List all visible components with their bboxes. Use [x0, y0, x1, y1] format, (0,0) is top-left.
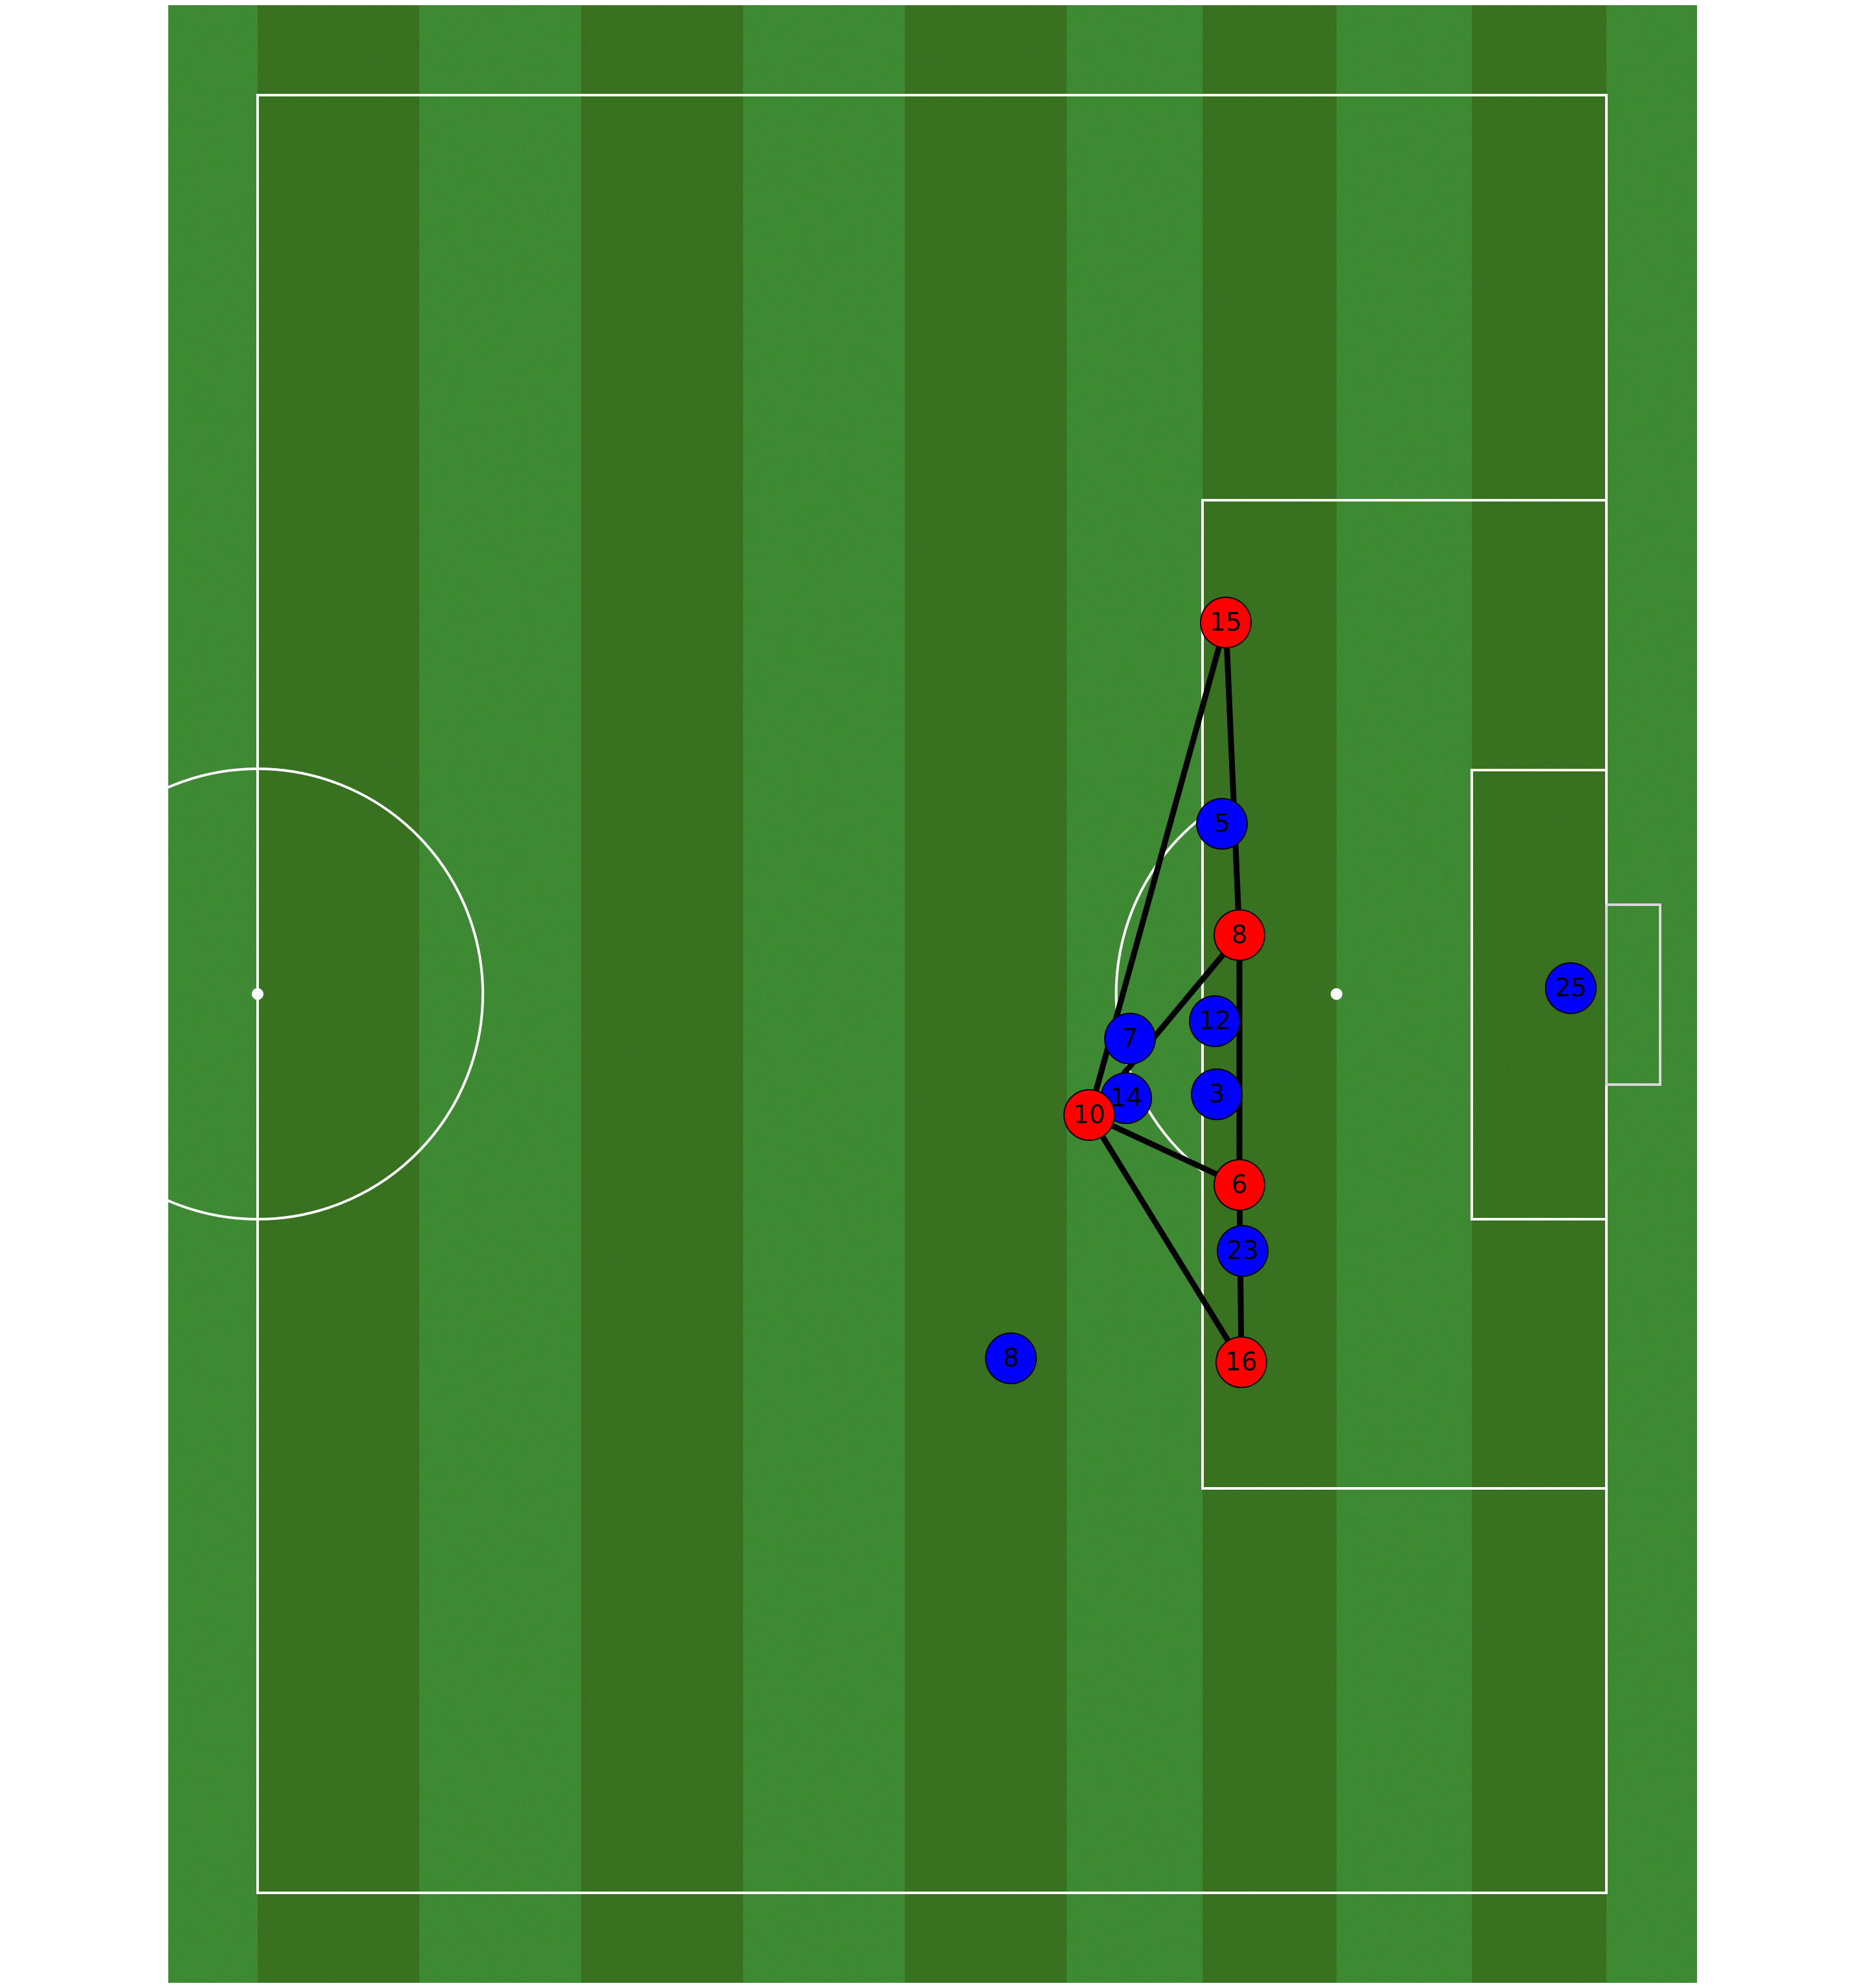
centre-circle	[31, 768, 484, 1220]
defending-player-8: 8	[985, 1332, 1037, 1384]
attacking-team: 15 8 10 6 16	[1063, 597, 1267, 1388]
player-number: 14	[1110, 1084, 1142, 1113]
pitch-surface	[168, 5, 1697, 1983]
player-number: 25	[1555, 974, 1587, 1003]
defending-player-5: 5	[1196, 798, 1248, 850]
player-marker	[1104, 1013, 1156, 1065]
pass-line	[1086, 1112, 1245, 1365]
player-number: 10	[1073, 1101, 1105, 1130]
attacking-player-8: 8	[1214, 909, 1265, 961]
defending-player-23: 23	[1217, 1225, 1269, 1277]
penalty-spot	[1331, 988, 1342, 1000]
player-number: 15	[1210, 608, 1242, 637]
player-marker	[1063, 1089, 1115, 1141]
player-number: 23	[1226, 1237, 1259, 1266]
defending-player-12: 12	[1189, 995, 1241, 1047]
attacking-player-6: 6	[1214, 1159, 1265, 1211]
player-marker	[1545, 962, 1597, 1014]
defending-player-7: 7	[1104, 1013, 1156, 1065]
pass-network	[1086, 619, 1245, 1365]
player-marker	[1196, 798, 1248, 850]
centre-spot	[252, 988, 263, 1000]
player-marker	[1189, 995, 1241, 1047]
player-number: 6	[1232, 1171, 1248, 1200]
player-number: 12	[1199, 1007, 1231, 1036]
pass-line	[1086, 1112, 1243, 1188]
defending-player-25: 25	[1545, 962, 1597, 1014]
player-number: 8	[1232, 921, 1248, 950]
player-marker	[1217, 1225, 1269, 1277]
player-marker	[1214, 909, 1265, 961]
defending-player-3: 3	[1191, 1068, 1243, 1120]
pass-line	[1223, 619, 1243, 938]
player-marker	[1200, 597, 1252, 648]
player-number: 16	[1225, 1348, 1258, 1377]
player-number: 5	[1214, 810, 1230, 839]
player-marker	[1215, 1336, 1267, 1388]
attacking-player-10: 10	[1063, 1089, 1115, 1141]
goal	[1605, 903, 1661, 1086]
player-number: 3	[1209, 1080, 1225, 1109]
player-number: 8	[1003, 1344, 1019, 1373]
pitch-markings	[31, 94, 1661, 1894]
grass-texture	[168, 5, 1697, 1983]
player-number: 7	[1122, 1024, 1138, 1054]
player-marker	[985, 1332, 1037, 1384]
player-marker	[1191, 1068, 1243, 1120]
attacking-player-16: 16	[1215, 1336, 1267, 1388]
player-marker	[1214, 1159, 1265, 1211]
attacking-player-15: 15	[1200, 597, 1252, 648]
defending-team: 5 12 7 14 3 23 8 25	[985, 798, 1597, 1384]
